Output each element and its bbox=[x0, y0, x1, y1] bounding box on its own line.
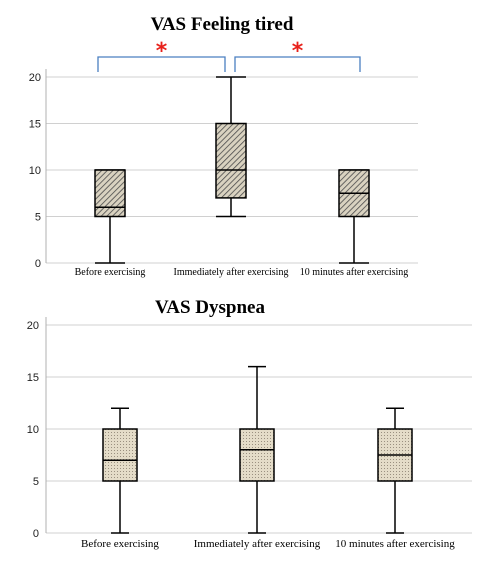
significance-star: * bbox=[292, 39, 304, 64]
iqr-box bbox=[94, 169, 126, 218]
y-tick-label: 15 bbox=[27, 372, 39, 384]
y-tick-label: 5 bbox=[35, 212, 41, 224]
iqr-box bbox=[102, 428, 138, 482]
significance-bracket bbox=[234, 56, 361, 72]
significance-star: * bbox=[156, 39, 168, 64]
iqr-box bbox=[239, 428, 275, 482]
chart-title: VAS Feeling tired bbox=[151, 14, 294, 35]
y-tick-label: 20 bbox=[29, 72, 41, 84]
y-tick-label: 20 bbox=[27, 320, 39, 332]
iqr-box bbox=[215, 122, 247, 199]
significance-bracket bbox=[97, 56, 226, 72]
y-tick-label: 5 bbox=[33, 476, 39, 488]
x-category-label: Immediately after exercising bbox=[174, 267, 289, 278]
chart-dyspnea: VAS Dyspnea 0 5 10 15 20 Before exercising Imm… bbox=[27, 297, 472, 550]
x-category-label: 10 minutes after exercising bbox=[335, 538, 455, 550]
y-tick-label: 15 bbox=[29, 119, 41, 131]
x-category-label: Before exercising bbox=[81, 538, 159, 550]
x-category-label: Immediately after exercising bbox=[194, 538, 321, 550]
y-tick-label: 0 bbox=[35, 258, 41, 270]
chart-title: VAS Dyspnea bbox=[155, 297, 265, 318]
x-category-label: 10 minutes after exercising bbox=[300, 267, 409, 278]
box-plot bbox=[102, 407, 138, 534]
y-tick-label: 10 bbox=[29, 165, 41, 177]
x-category-label: Before exercising bbox=[75, 267, 146, 278]
box-plot bbox=[338, 169, 370, 264]
chart-feeling-tired: VAS Feeling tired 0 5 10 15 20 Before exercis… bbox=[29, 14, 418, 278]
box-plot bbox=[215, 76, 247, 218]
box-plot bbox=[377, 407, 413, 534]
box-plot bbox=[94, 169, 126, 264]
y-tick-label: 0 bbox=[33, 528, 39, 540]
y-tick-label: 10 bbox=[27, 424, 39, 436]
box-plot bbox=[239, 365, 275, 534]
